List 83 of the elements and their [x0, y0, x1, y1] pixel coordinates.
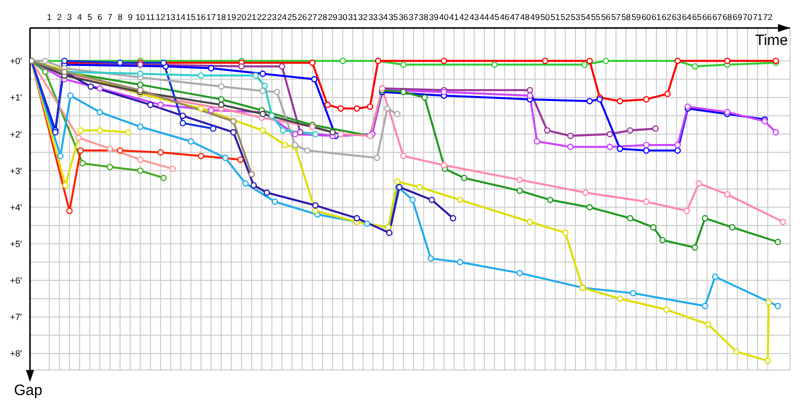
- x-tick-label: 46: [500, 12, 510, 22]
- x-tick-label: 58: [621, 12, 632, 22]
- x-tick-label: 25: [287, 12, 298, 22]
- x-tick-label: 33: [368, 12, 378, 22]
- x-tick-label: 47: [510, 12, 520, 22]
- x-tick-label: 31: [348, 12, 358, 22]
- x-tick-label: 39: [429, 12, 439, 22]
- x-tick-label: 7: [108, 12, 113, 22]
- x-tick-label: 62: [662, 12, 672, 22]
- x-tick-label: 40: [439, 12, 449, 22]
- x-tick-label: 18: [216, 12, 226, 22]
- x-tick-label: 66: [702, 12, 712, 22]
- x-tick-label: 49: [530, 12, 540, 22]
- x-tick-label: 50: [540, 12, 550, 22]
- x-tick-label: 26: [297, 12, 308, 22]
- x-tick-label: 44: [480, 12, 490, 22]
- x-tick-label: 65: [692, 12, 702, 22]
- x-tick-label: 27: [308, 12, 318, 22]
- x-tick-label: 20: [236, 12, 246, 22]
- y-tick-label: +0': [10, 56, 22, 66]
- x-tick-label: 34: [378, 12, 388, 22]
- x-axis-title: Time: [755, 32, 788, 49]
- y-tick-label: +6': [10, 276, 22, 286]
- x-tick-label: 67: [712, 12, 722, 22]
- x-tick-label: 72: [763, 12, 773, 22]
- x-tick-label: 45: [490, 12, 500, 22]
- x-tick-label: 51: [550, 12, 560, 22]
- x-tick-label: 17: [206, 12, 216, 22]
- x-tick-label: 30: [338, 12, 348, 22]
- x-tick-label: 68: [722, 12, 732, 22]
- y-axis-title: Gap: [14, 382, 42, 399]
- x-tick-label: 53: [570, 12, 580, 22]
- x-tick-label: 15: [186, 12, 196, 22]
- x-tick-label: 10: [136, 12, 146, 22]
- x-tick-label: 69: [732, 12, 742, 22]
- y-tick-label: +4': [10, 202, 22, 212]
- x-tick-label: 3: [67, 12, 72, 22]
- x-tick-label: 52: [560, 12, 570, 22]
- x-tick-label: 29: [328, 12, 338, 22]
- x-tick-label: 24: [277, 12, 287, 22]
- x-tick-label: 54: [580, 12, 591, 22]
- x-tick-label: 35: [388, 12, 398, 22]
- x-tick-label: 9: [128, 12, 133, 22]
- y-tick-label: +5': [10, 239, 22, 249]
- y-tick-label: +7': [10, 312, 22, 322]
- x-tick-label: 56: [601, 12, 611, 22]
- x-tick-label: 57: [611, 12, 621, 22]
- x-tick-label: 5: [87, 12, 92, 22]
- x-tick-label: 13: [166, 12, 176, 22]
- x-tick-label: 2: [56, 12, 62, 22]
- x-tick-label: 43: [470, 12, 480, 22]
- x-tick-label: 70: [742, 12, 752, 22]
- x-tick-label: 14: [176, 12, 186, 22]
- x-tick-label: 64: [682, 12, 692, 22]
- x-tick-label: 59: [631, 12, 642, 22]
- x-tick-label: 37: [408, 12, 419, 22]
- x-tick-label: 4: [77, 12, 82, 22]
- x-tick-label: 42: [459, 12, 470, 22]
- x-tick-label: 6: [97, 12, 102, 22]
- x-tick-label: 8: [118, 12, 123, 22]
- x-tick-label: 63: [672, 12, 682, 22]
- x-tick-label: 60: [642, 12, 652, 22]
- x-tick-label: 41: [449, 12, 460, 22]
- x-tick-label: 71: [752, 12, 763, 22]
- x-tick-label: 23: [267, 12, 277, 22]
- x-tick-label: 19: [226, 12, 236, 22]
- y-tick-label: +1': [10, 92, 22, 103]
- x-tick-label: 12: [156, 12, 166, 22]
- x-tick-label: 38: [418, 12, 429, 22]
- x-tick-label: 28: [318, 12, 328, 22]
- y-tick-label: +3': [10, 166, 22, 176]
- x-tick-label: 32: [358, 12, 368, 22]
- x-tick-label: 16: [196, 12, 206, 22]
- x-tick-label: 48: [520, 12, 530, 22]
- y-tick-label: +8': [10, 348, 22, 359]
- x-tick-label: 22: [257, 12, 267, 22]
- x-tick-label: 1: [46, 12, 52, 22]
- x-tick-label: 36: [398, 12, 408, 22]
- x-tick-label: 61: [652, 12, 662, 22]
- x-tick-label: 11: [146, 12, 156, 22]
- y-tick-label: +2': [10, 129, 22, 140]
- x-tick-label: 55: [590, 12, 601, 22]
- x-tick-label: 21: [246, 12, 257, 22]
